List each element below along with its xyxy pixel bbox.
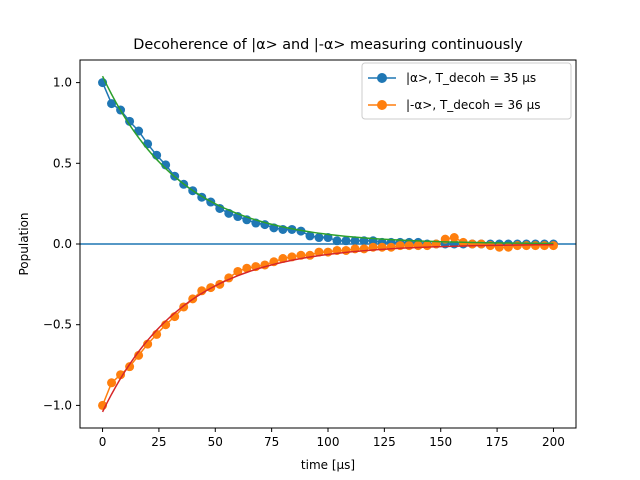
series-1-point [332, 236, 342, 246]
y-tick-label: −0.5 [43, 318, 72, 332]
fit-curve-1 [101, 75, 554, 245]
series-2-point [539, 241, 549, 251]
series-1-point [341, 236, 351, 246]
y-tick-label: −1.0 [43, 398, 72, 412]
y-axis: −1.0 −0.5 0.0 0.5 1.0 [43, 76, 80, 412]
legend: |α>, T_decoh = 35 μs |-α>, T_decoh = 36 … [361, 62, 572, 120]
x-tick-label: 75 [264, 435, 279, 449]
series-2-point [386, 242, 396, 252]
x-tick-label: 50 [208, 435, 223, 449]
legend-marker-series-2 [377, 100, 387, 110]
series-2-point [404, 241, 414, 251]
series-2-point [476, 239, 486, 249]
series-2-point [107, 378, 117, 388]
x-tick-label: 175 [486, 435, 509, 449]
series-2-point [548, 241, 558, 251]
series-2-point [143, 339, 153, 349]
series-2-point [116, 370, 126, 380]
series-1-point [350, 236, 360, 246]
y-axis-label: Population [17, 212, 31, 275]
fit-curve-2 [101, 243, 554, 413]
series-2-point [341, 245, 351, 255]
y-tick-label: 1.0 [53, 76, 72, 90]
series-2-point [305, 250, 315, 260]
chart-title: Decoherence of |α> and |-α> measuring co… [133, 37, 523, 53]
series-2-point [503, 242, 513, 252]
x-axis: 0 25 50 75 100 125 150 175 200 [99, 428, 565, 449]
series-2-point [494, 242, 504, 252]
legend-box [361, 62, 572, 120]
series-2-point [467, 239, 477, 249]
series-2-point [314, 247, 324, 257]
series-2-point [134, 350, 144, 360]
series-2-point [197, 286, 207, 296]
y-tick-label: 0.5 [53, 156, 72, 170]
x-axis-label: time [μs] [301, 458, 355, 472]
y-tick-label: 0.0 [53, 237, 72, 251]
x-tick-label: 150 [429, 435, 452, 449]
series-1-point [305, 231, 315, 241]
series-2-point [449, 233, 459, 243]
series-2-point [242, 263, 252, 273]
series-2-point [278, 254, 288, 264]
x-tick-label: 100 [317, 435, 340, 449]
x-tick-label: 25 [151, 435, 166, 449]
x-tick-label: 0 [99, 435, 107, 449]
series-1-point [143, 139, 153, 149]
plot-area [79, 59, 577, 429]
series-2-point [530, 241, 540, 251]
series-2-point [233, 266, 243, 276]
series-2-point [413, 241, 423, 251]
legend-label-series-2: |-α>, T_decoh = 36 μs [406, 98, 541, 112]
x-tick-label: 200 [542, 435, 565, 449]
x-tick-label: 125 [373, 435, 396, 449]
legend-marker-series-1 [377, 73, 387, 83]
legend-label-series-1: |α>, T_decoh = 35 μs [406, 71, 536, 85]
series-2-point [377, 242, 387, 252]
series-1-point [134, 126, 144, 136]
series-1-point [314, 233, 324, 243]
series-2-point [359, 244, 369, 254]
series-2-point [422, 241, 432, 251]
series-1-point [125, 116, 135, 126]
series-1-point [107, 99, 117, 109]
